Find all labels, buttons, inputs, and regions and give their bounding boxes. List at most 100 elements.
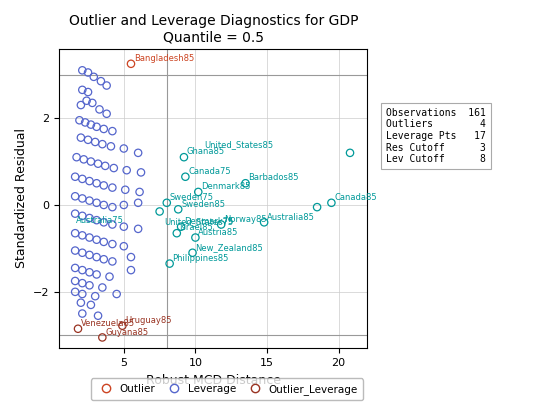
Point: [86, 158, 95, 165]
Point: [85, 197, 94, 204]
Point: [135, 189, 144, 195]
Point: [79, 156, 88, 162]
Point: [82, 98, 91, 104]
Point: [85, 282, 94, 288]
Point: [110, 165, 118, 171]
Point: [71, 247, 79, 254]
Point: [181, 173, 190, 180]
Point: [108, 128, 117, 134]
Text: United_States75: United_States75: [164, 217, 233, 226]
Point: [90, 74, 98, 80]
Point: [119, 224, 128, 230]
Text: United_States85: United_States85: [204, 140, 273, 149]
Text: Ghana85: Ghana85: [187, 147, 225, 156]
Point: [72, 154, 81, 160]
Point: [71, 265, 79, 271]
Point: [71, 278, 79, 284]
Text: Canada85: Canada85: [334, 193, 377, 202]
Point: [97, 78, 105, 84]
Title: Outlier and Leverage Diagnostics for GDP
Quantile = 0.5: Outlier and Leverage Diagnostics for GDP…: [69, 15, 358, 45]
Point: [99, 182, 108, 189]
Point: [165, 260, 174, 267]
Point: [121, 187, 130, 193]
Text: Denmark85: Denmark85: [201, 182, 251, 191]
Point: [101, 163, 110, 169]
Point: [127, 254, 136, 260]
Point: [78, 267, 86, 273]
Point: [92, 271, 101, 278]
Point: [78, 280, 86, 286]
Point: [194, 189, 202, 195]
Point: [86, 122, 95, 128]
Point: [112, 291, 121, 297]
Point: [78, 67, 86, 74]
Point: [92, 200, 101, 206]
Point: [71, 193, 79, 200]
Y-axis label: Standardized Residual: Standardized Residual: [15, 128, 28, 269]
Text: Canada75: Canada75: [188, 167, 231, 176]
Point: [127, 267, 136, 273]
Point: [73, 326, 82, 332]
Point: [92, 124, 101, 130]
Legend: Outlier, Leverage, Outlier_Leverage: Outlier, Leverage, Outlier_Leverage: [91, 378, 363, 400]
Point: [99, 202, 108, 208]
Point: [78, 87, 86, 93]
Point: [98, 141, 107, 147]
Point: [91, 293, 99, 299]
Point: [94, 313, 103, 319]
Point: [313, 204, 321, 210]
Text: Sweden75: Sweden75: [170, 193, 213, 202]
Point: [78, 249, 86, 256]
Point: [94, 160, 103, 167]
Point: [99, 239, 108, 245]
Point: [137, 169, 145, 176]
Point: [99, 126, 108, 132]
Point: [92, 217, 101, 224]
Point: [85, 178, 94, 184]
Point: [119, 202, 128, 208]
Text: Barbados85: Barbados85: [248, 173, 299, 183]
Text: Bangladesh85: Bangladesh85: [134, 54, 194, 63]
Point: [85, 252, 94, 258]
Point: [99, 219, 108, 226]
Point: [92, 237, 101, 243]
Point: [134, 226, 143, 232]
Point: [78, 213, 86, 219]
Text: Norway85: Norway85: [224, 215, 267, 224]
Point: [217, 221, 226, 228]
Text: Philippines85: Philippines85: [172, 254, 229, 263]
Point: [99, 256, 108, 262]
Text: Australia85: Australia85: [267, 213, 315, 222]
Text: Denmark75: Denmark75: [184, 217, 233, 226]
Text: Australia75: Australia75: [76, 215, 124, 225]
Text: New_Zealand85: New_Zealand85: [195, 243, 263, 252]
Point: [77, 102, 85, 108]
Point: [71, 211, 79, 217]
Point: [102, 82, 111, 89]
Point: [180, 154, 188, 160]
Point: [71, 230, 79, 237]
Point: [92, 180, 101, 186]
Point: [134, 200, 143, 206]
Point: [106, 143, 115, 149]
Point: [85, 215, 94, 221]
Point: [260, 219, 268, 226]
Point: [102, 111, 111, 117]
X-axis label: Robust MCD Distance: Robust MCD Distance: [146, 373, 281, 387]
Point: [118, 322, 127, 329]
Point: [105, 273, 114, 280]
Point: [81, 119, 90, 126]
Point: [88, 100, 97, 106]
Point: [84, 136, 92, 143]
Text: Venezuela85: Venezuela85: [81, 319, 135, 328]
Point: [188, 249, 197, 256]
Point: [119, 145, 128, 152]
Point: [174, 206, 183, 213]
Point: [78, 291, 86, 297]
Point: [98, 284, 107, 291]
Point: [78, 195, 86, 202]
Point: [327, 200, 336, 206]
Text: Israel85: Israel85: [180, 224, 213, 232]
Point: [127, 61, 136, 67]
Point: [156, 208, 164, 215]
